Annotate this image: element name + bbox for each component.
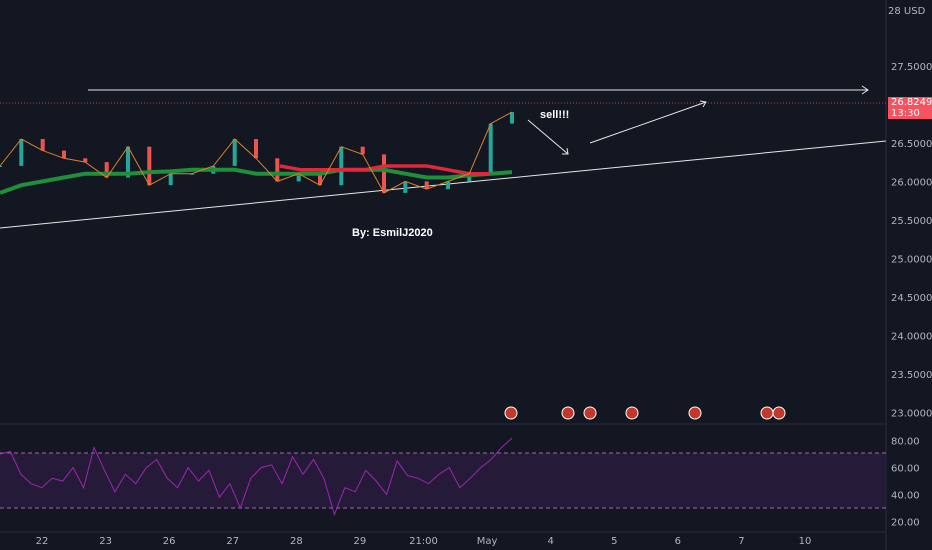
sell-annotation[interactable]: sell!!! xyxy=(540,109,569,121)
price-candle xyxy=(382,154,386,193)
time-tick-label: 26 xyxy=(163,536,176,547)
price-candle xyxy=(360,146,365,155)
rsi-band xyxy=(0,453,886,508)
time-tick-label: 6 xyxy=(675,536,681,547)
price-tick-label: 26.50000 xyxy=(891,139,932,150)
price-candle xyxy=(126,146,130,178)
price-candle xyxy=(318,173,322,186)
rebound-arrowhead xyxy=(699,100,707,108)
support-trendline[interactable] xyxy=(0,140,887,229)
rsi-tick-label: 40.00 xyxy=(891,490,920,501)
event-flag-icon[interactable] xyxy=(760,406,774,420)
price-candle xyxy=(19,139,24,166)
resistance-arrowhead xyxy=(861,85,869,95)
rsi-line xyxy=(0,437,513,517)
time-tick-label: 5 xyxy=(611,536,617,547)
moving-average-green xyxy=(0,167,513,195)
price-tick-label: 23.00000 xyxy=(891,408,932,419)
price-candle xyxy=(62,150,66,159)
price-candle xyxy=(254,139,258,159)
price-candle xyxy=(467,173,472,182)
time-tick-label: 21:00 xyxy=(409,536,438,547)
price-axis[interactable]: 27.5000027.0000026.5000026.0000025.50000… xyxy=(891,62,932,419)
price-candle xyxy=(275,158,280,182)
rsi-tick-label: 20.00 xyxy=(891,517,920,528)
price-tick-label: 24.50000 xyxy=(891,293,932,304)
price-candle xyxy=(296,173,301,182)
price-candle xyxy=(40,139,45,151)
bar-countdown: 13:30 xyxy=(891,108,920,119)
price-candle xyxy=(446,181,450,190)
event-flag-icon[interactable] xyxy=(772,406,786,420)
currency-label: 28 USD xyxy=(888,6,926,17)
event-icons[interactable] xyxy=(504,406,786,420)
time-tick-label: 27 xyxy=(226,536,239,547)
price-candle xyxy=(0,166,2,167)
price-candle xyxy=(424,181,429,190)
price-candles xyxy=(0,112,514,193)
rsi-axis[interactable]: 80.00 60.00 40.00 20.00 xyxy=(891,437,920,529)
price-candle xyxy=(510,112,514,124)
time-tick-label: May xyxy=(477,536,498,547)
rebound-arrow[interactable] xyxy=(589,101,707,144)
moving-average-red xyxy=(279,164,490,176)
price-candle xyxy=(104,162,109,178)
price-candle xyxy=(488,123,493,174)
price-candle xyxy=(168,173,173,186)
price-candle xyxy=(147,146,152,186)
price-candle xyxy=(403,181,408,193)
price-line xyxy=(0,111,513,194)
time-tick-label: 28 xyxy=(290,536,303,547)
rsi-tick-label: 80.00 xyxy=(891,437,920,448)
time-tick-label: 10 xyxy=(799,536,812,547)
event-flag-icon[interactable] xyxy=(688,406,702,420)
sell-arrow[interactable] xyxy=(527,119,569,155)
price-tick-label: 25.00000 xyxy=(891,254,932,265)
last-price-tag: 26.82495 13:30 xyxy=(888,97,932,119)
time-tick-label: 23 xyxy=(99,536,112,547)
price-tick-label: 24.00000 xyxy=(891,331,932,342)
price-candle xyxy=(339,146,344,186)
author-annotation[interactable]: By: EsmilJ2020 xyxy=(352,227,433,239)
price-candle xyxy=(232,139,237,166)
price-candle xyxy=(83,158,88,163)
time-tick-label: 7 xyxy=(738,536,744,547)
price-tick-label: 23.50000 xyxy=(891,370,932,381)
time-tick-label: 22 xyxy=(36,536,49,547)
last-price-value: 26.82495 xyxy=(891,97,932,108)
time-tick-label: 4 xyxy=(547,536,553,547)
rsi-tick-label: 60.00 xyxy=(891,464,920,475)
event-flag-icon[interactable] xyxy=(504,406,518,420)
price-tick-label: 26.00000 xyxy=(891,177,932,188)
price-tick-label: 25.50000 xyxy=(891,216,932,227)
event-flag-icon[interactable] xyxy=(561,406,575,420)
sell-arrowhead xyxy=(562,147,569,155)
event-flag-icon[interactable] xyxy=(625,406,639,420)
event-flag-icon[interactable] xyxy=(583,406,597,420)
price-tick-label: 27.50000 xyxy=(891,62,932,73)
time-tick-label: 29 xyxy=(354,536,367,547)
time-axis[interactable]: 22 23 26 27 28 29 21:00 May 4 5 6 7 10 xyxy=(36,536,812,547)
